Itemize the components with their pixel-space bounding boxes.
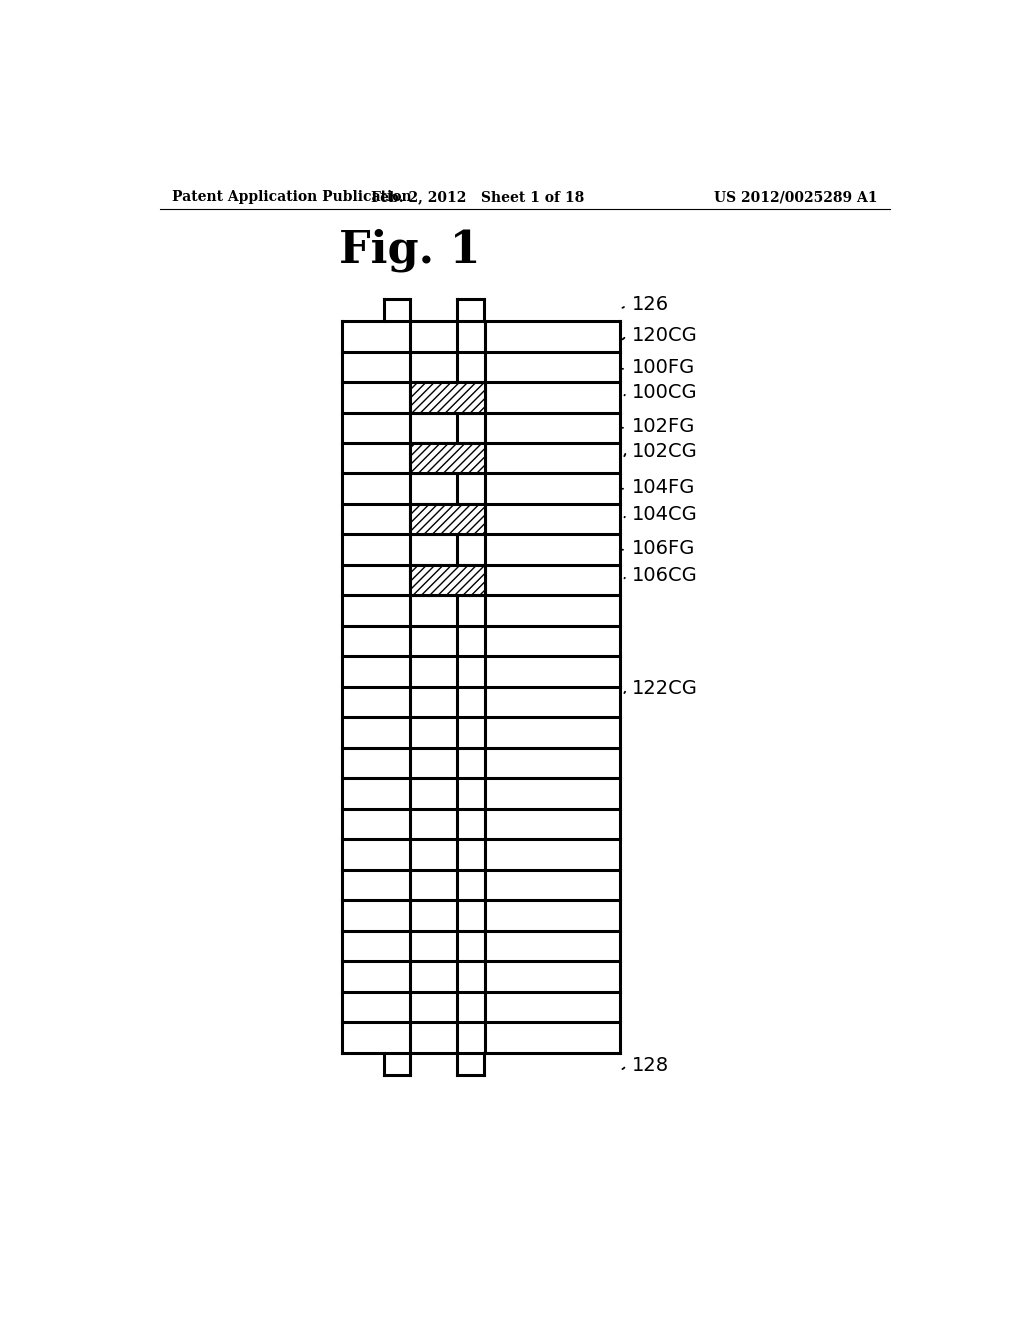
Text: 102CG: 102CG bbox=[632, 442, 697, 461]
Text: 106CG: 106CG bbox=[632, 566, 697, 585]
Bar bbox=[410, 381, 485, 412]
Text: 104CG: 104CG bbox=[632, 504, 697, 524]
Text: 102FG: 102FG bbox=[632, 417, 695, 436]
Text: 122CG: 122CG bbox=[632, 680, 697, 698]
Text: 126: 126 bbox=[632, 296, 669, 314]
Bar bbox=[410, 444, 485, 474]
Text: Fig. 1: Fig. 1 bbox=[339, 228, 480, 272]
Text: 100FG: 100FG bbox=[632, 358, 695, 378]
Bar bbox=[410, 504, 485, 535]
Text: 128: 128 bbox=[632, 1056, 669, 1074]
Text: 100CG: 100CG bbox=[632, 383, 697, 401]
Text: 106FG: 106FG bbox=[632, 539, 695, 558]
Text: Patent Application Publication: Patent Application Publication bbox=[172, 190, 412, 205]
Bar bbox=[410, 565, 485, 595]
Text: Feb. 2, 2012   Sheet 1 of 18: Feb. 2, 2012 Sheet 1 of 18 bbox=[371, 190, 584, 205]
Text: 104FG: 104FG bbox=[632, 478, 695, 498]
Text: US 2012/0025289 A1: US 2012/0025289 A1 bbox=[715, 190, 878, 205]
Text: 120CG: 120CG bbox=[632, 326, 697, 345]
